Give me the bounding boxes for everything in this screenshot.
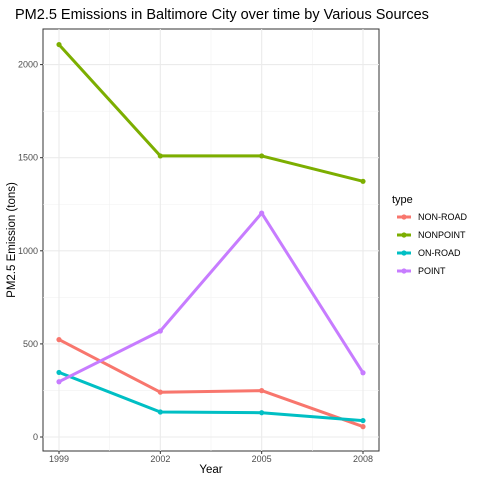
legend-key-point (401, 214, 407, 220)
legend-label: NON-ROAD (418, 212, 467, 222)
axis-ticks: 0 500 1000 1500 2000 1999 2002 2005 2008 (18, 60, 373, 464)
data-point-point (157, 328, 163, 334)
chart-title: PM2.5 Emissions in Baltimore City over t… (15, 7, 429, 23)
legend-item-point: POINT (397, 266, 446, 276)
series-line-non-road (58, 338, 364, 429)
legend: type NON-ROAD NONPOINT ON-ROAD POINT (392, 194, 467, 276)
legend-item-non-road: NON-ROAD (397, 212, 467, 222)
series-line-on-road (58, 371, 364, 423)
legend-item-nonpoint: NONPOINT (397, 230, 466, 240)
data-point-non-road (259, 388, 265, 394)
y-axis-title: PM2.5 Emission (tons) (6, 182, 18, 298)
data-point-nonpoint (360, 178, 366, 184)
legend-item-on-road: ON-ROAD (397, 248, 461, 258)
series-non-road (56, 337, 366, 430)
y-tick-label: 500 (23, 339, 38, 349)
series-line-nonpoint (57, 43, 364, 183)
y-tick-label: 2000 (18, 60, 38, 70)
series-line-point (58, 211, 365, 384)
data-point-non-road (157, 389, 163, 395)
data-point-point (259, 210, 265, 216)
legend-key-point (401, 232, 407, 238)
legend-key-point (401, 268, 407, 274)
data-point-point (360, 370, 366, 376)
legend-title: type (392, 194, 413, 206)
data-point-point (56, 379, 62, 385)
y-tick-label: 0 (33, 432, 38, 442)
legend-label: POINT (418, 266, 446, 276)
data-point-on-road (157, 409, 163, 415)
y-tick-label: 1000 (18, 246, 38, 256)
data-point-on-road (259, 410, 265, 416)
data-point-non-road (360, 424, 366, 430)
series-nonpoint (56, 41, 366, 184)
x-tick-label: 2005 (252, 454, 272, 464)
legend-label: NONPOINT (418, 230, 466, 240)
data-point-nonpoint (157, 153, 163, 159)
data-point-nonpoint (259, 153, 265, 159)
x-tick-label: 1999 (49, 454, 69, 464)
data-point-on-road (56, 369, 62, 376)
grid (43, 29, 379, 451)
legend-label: ON-ROAD (418, 248, 461, 258)
x-axis-title: Year (199, 464, 222, 476)
x-tick-label: 2002 (150, 454, 170, 464)
y-tick-label: 1500 (18, 153, 38, 163)
series-layer (56, 41, 366, 430)
data-point-nonpoint (56, 41, 62, 48)
data-point-non-road (56, 337, 62, 343)
x-tick-label: 2008 (353, 454, 373, 464)
series-point (56, 210, 366, 385)
series-on-road (56, 369, 366, 424)
legend-key-point (401, 250, 407, 256)
data-point-on-road (360, 417, 366, 424)
